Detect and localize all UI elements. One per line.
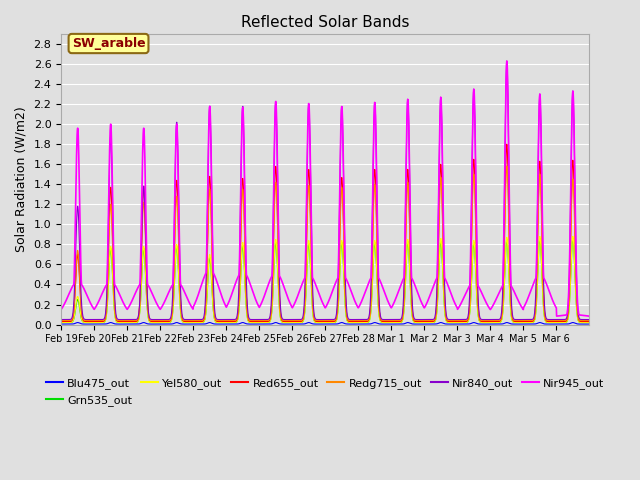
Y-axis label: Solar Radiation (W/m2): Solar Radiation (W/m2) (15, 107, 28, 252)
Text: SW_arable: SW_arable (72, 37, 145, 50)
Legend: Blu475_out, Grn535_out, Yel580_out, Red655_out, Redg715_out, Nir840_out, Nir945_: Blu475_out, Grn535_out, Yel580_out, Red6… (42, 374, 609, 410)
Title: Reflected Solar Bands: Reflected Solar Bands (241, 15, 410, 30)
